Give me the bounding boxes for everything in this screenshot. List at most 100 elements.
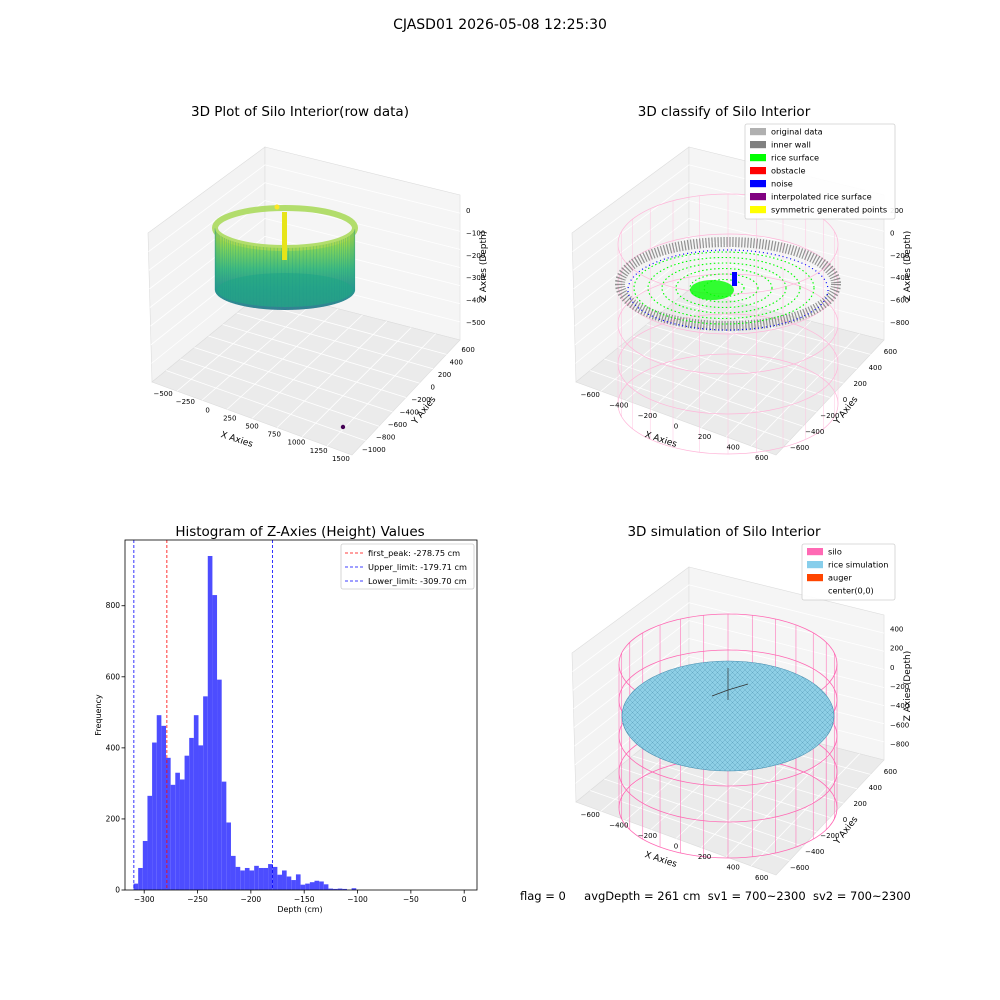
histogram-bar xyxy=(286,876,292,890)
histogram-bar xyxy=(305,883,310,890)
p4-legend-frame xyxy=(801,543,896,601)
p4-x-tick-label: 600 xyxy=(755,874,768,882)
histogram-bar xyxy=(258,867,264,890)
panel-4-x-ticks: −600 −400 −200 0 200 400 600 xyxy=(581,811,769,882)
histogram-bar xyxy=(244,867,250,890)
p2-legend-label: symmetric generated points xyxy=(771,205,887,215)
p2-x-tick-label: −400 xyxy=(609,402,628,410)
p1-y-tick-label: −200 xyxy=(411,396,430,404)
p1-y-tick-label: −800 xyxy=(376,433,395,441)
histogram-xlabel: Depth (cm) xyxy=(277,905,322,914)
panel-1-zlabel: Z Axies (Depth) xyxy=(479,231,489,302)
panel-4-legend: silo rice simulation auger center(0,0) xyxy=(801,543,896,601)
p2-y-tick-label: 0 xyxy=(843,396,847,404)
p1-z-tick-label: −200 xyxy=(466,252,485,260)
p4-legend-label: rice simulation xyxy=(828,560,888,570)
histogram-bar xyxy=(337,888,343,890)
histogram-bar xyxy=(226,822,231,890)
p2-legend-swatch xyxy=(750,167,766,175)
histogram-y-tick-label: 0 xyxy=(115,886,120,895)
p4-grid xyxy=(573,638,690,728)
histogram-x-tick-label: −300 xyxy=(134,895,155,904)
histogram-bar xyxy=(161,725,167,890)
p1-x-tick-label: 750 xyxy=(268,431,281,439)
panel-simulation: 3D simulation of Silo Interior −600−400−… xyxy=(571,524,913,882)
histogram-bar xyxy=(142,840,148,890)
p1-x-tick-label: 500 xyxy=(245,423,258,431)
p2-y-tick-label: 600 xyxy=(884,348,897,356)
status-line: flag = 0 avgDepth = 261 cm sv1 = 700~230… xyxy=(520,889,911,903)
p4-x-tick-label: 200 xyxy=(698,853,711,861)
p4-y-tick-label: 0 xyxy=(843,816,847,824)
p2-legend-label: rice surface xyxy=(771,153,819,163)
histogram-bar xyxy=(282,870,287,890)
histogram-frame xyxy=(124,539,478,891)
histogram-legend-label: Upper_limit: -179.71 cm xyxy=(368,562,467,572)
p4-z-tick-label: −400 xyxy=(890,702,909,710)
rice-surface-cluster xyxy=(690,280,734,300)
p2-legend-frame xyxy=(744,123,896,220)
p1-y-tick-label: −600 xyxy=(388,421,407,429)
panel-2-x-ticks: −600 −400 −200 0 200 400 600 xyxy=(581,391,769,462)
p2-grid xyxy=(572,164,690,252)
p4-x-tick-label: −600 xyxy=(581,811,600,819)
p2-x-tick-label: 400 xyxy=(726,443,739,451)
panel-2-zlabel: Z Axies (Depth) xyxy=(903,231,913,302)
p4-grid xyxy=(750,753,860,867)
p4-z-tick-label: 0 xyxy=(890,664,894,672)
status-flag: flag = 0 xyxy=(520,889,566,903)
histogram-bar xyxy=(175,772,180,890)
figure-title: CJASD01 2026-05-08 12:25:30 xyxy=(393,17,607,33)
p4-legend-swatch xyxy=(807,548,823,556)
panel-4-xlabel: X Axies xyxy=(643,850,678,870)
panel-raw-data: 3D Plot of Silo Interior(row data) −500−… xyxy=(147,104,489,463)
p2-grid xyxy=(688,253,885,305)
rice-surface-points xyxy=(633,251,815,325)
panel-3-title: Histogram of Z-Axies (Height) Values xyxy=(175,524,424,540)
p2-x-tick-label: 600 xyxy=(755,454,768,462)
histogram-bar xyxy=(328,888,334,890)
p2-z-tick-label: −800 xyxy=(890,319,909,327)
panel-4-z-ticks: −800 −600 −400 −200 0 200 400 xyxy=(890,626,909,749)
p2-z-tick-label: −400 xyxy=(890,274,909,282)
p4-legend-swatch xyxy=(807,574,823,582)
p2-grid xyxy=(725,327,836,438)
p1-grid xyxy=(250,301,447,355)
p2-legend-swatch xyxy=(750,193,766,201)
histogram-bar xyxy=(235,866,241,890)
p1-x-tick-label: 0 xyxy=(205,406,209,414)
p2-grid xyxy=(750,333,860,447)
histogram-bar xyxy=(221,781,227,890)
histogram-legend: first_peak: -278.75 cm Upper_limit: -179.… xyxy=(340,543,475,590)
p2-grid xyxy=(660,312,858,370)
p1-y-tick-label: 0 xyxy=(431,384,435,392)
p2-legend-swatch xyxy=(750,141,766,149)
p2-grid xyxy=(632,335,831,398)
rice-surface-points xyxy=(703,278,745,298)
histogram-bar xyxy=(254,865,259,890)
histogram-bar xyxy=(198,745,204,890)
p1-z-tick-label: −100 xyxy=(466,230,485,238)
p4-y-tick-label: 200 xyxy=(853,800,866,808)
histogram-bar xyxy=(291,880,296,890)
p4-grid xyxy=(725,747,836,858)
p2-grid xyxy=(688,218,885,268)
p1-x-tick-label: 1500 xyxy=(332,455,350,463)
histogram-bar xyxy=(277,874,283,890)
histogram-bar xyxy=(230,855,236,890)
histogram-bar xyxy=(147,795,153,890)
histogram-bar xyxy=(268,864,273,890)
panel-4-title: 3D simulation of Silo Interior xyxy=(627,524,821,540)
p4-legend-label: auger xyxy=(828,573,852,583)
p2-legend-swatch xyxy=(750,206,766,214)
panel-1-title: 3D Plot of Silo Interior(row data) xyxy=(191,104,409,120)
p2-grid xyxy=(688,271,885,323)
histogram-bar xyxy=(189,737,194,890)
histogram-y-tick-label: 400 xyxy=(106,743,121,752)
p2-grid xyxy=(573,200,690,290)
p1-x-tick-label: −250 xyxy=(176,398,195,406)
p4-x-tick-label: −200 xyxy=(638,832,657,840)
p2-legend-swatch xyxy=(750,128,766,136)
p1-grid xyxy=(301,327,412,438)
